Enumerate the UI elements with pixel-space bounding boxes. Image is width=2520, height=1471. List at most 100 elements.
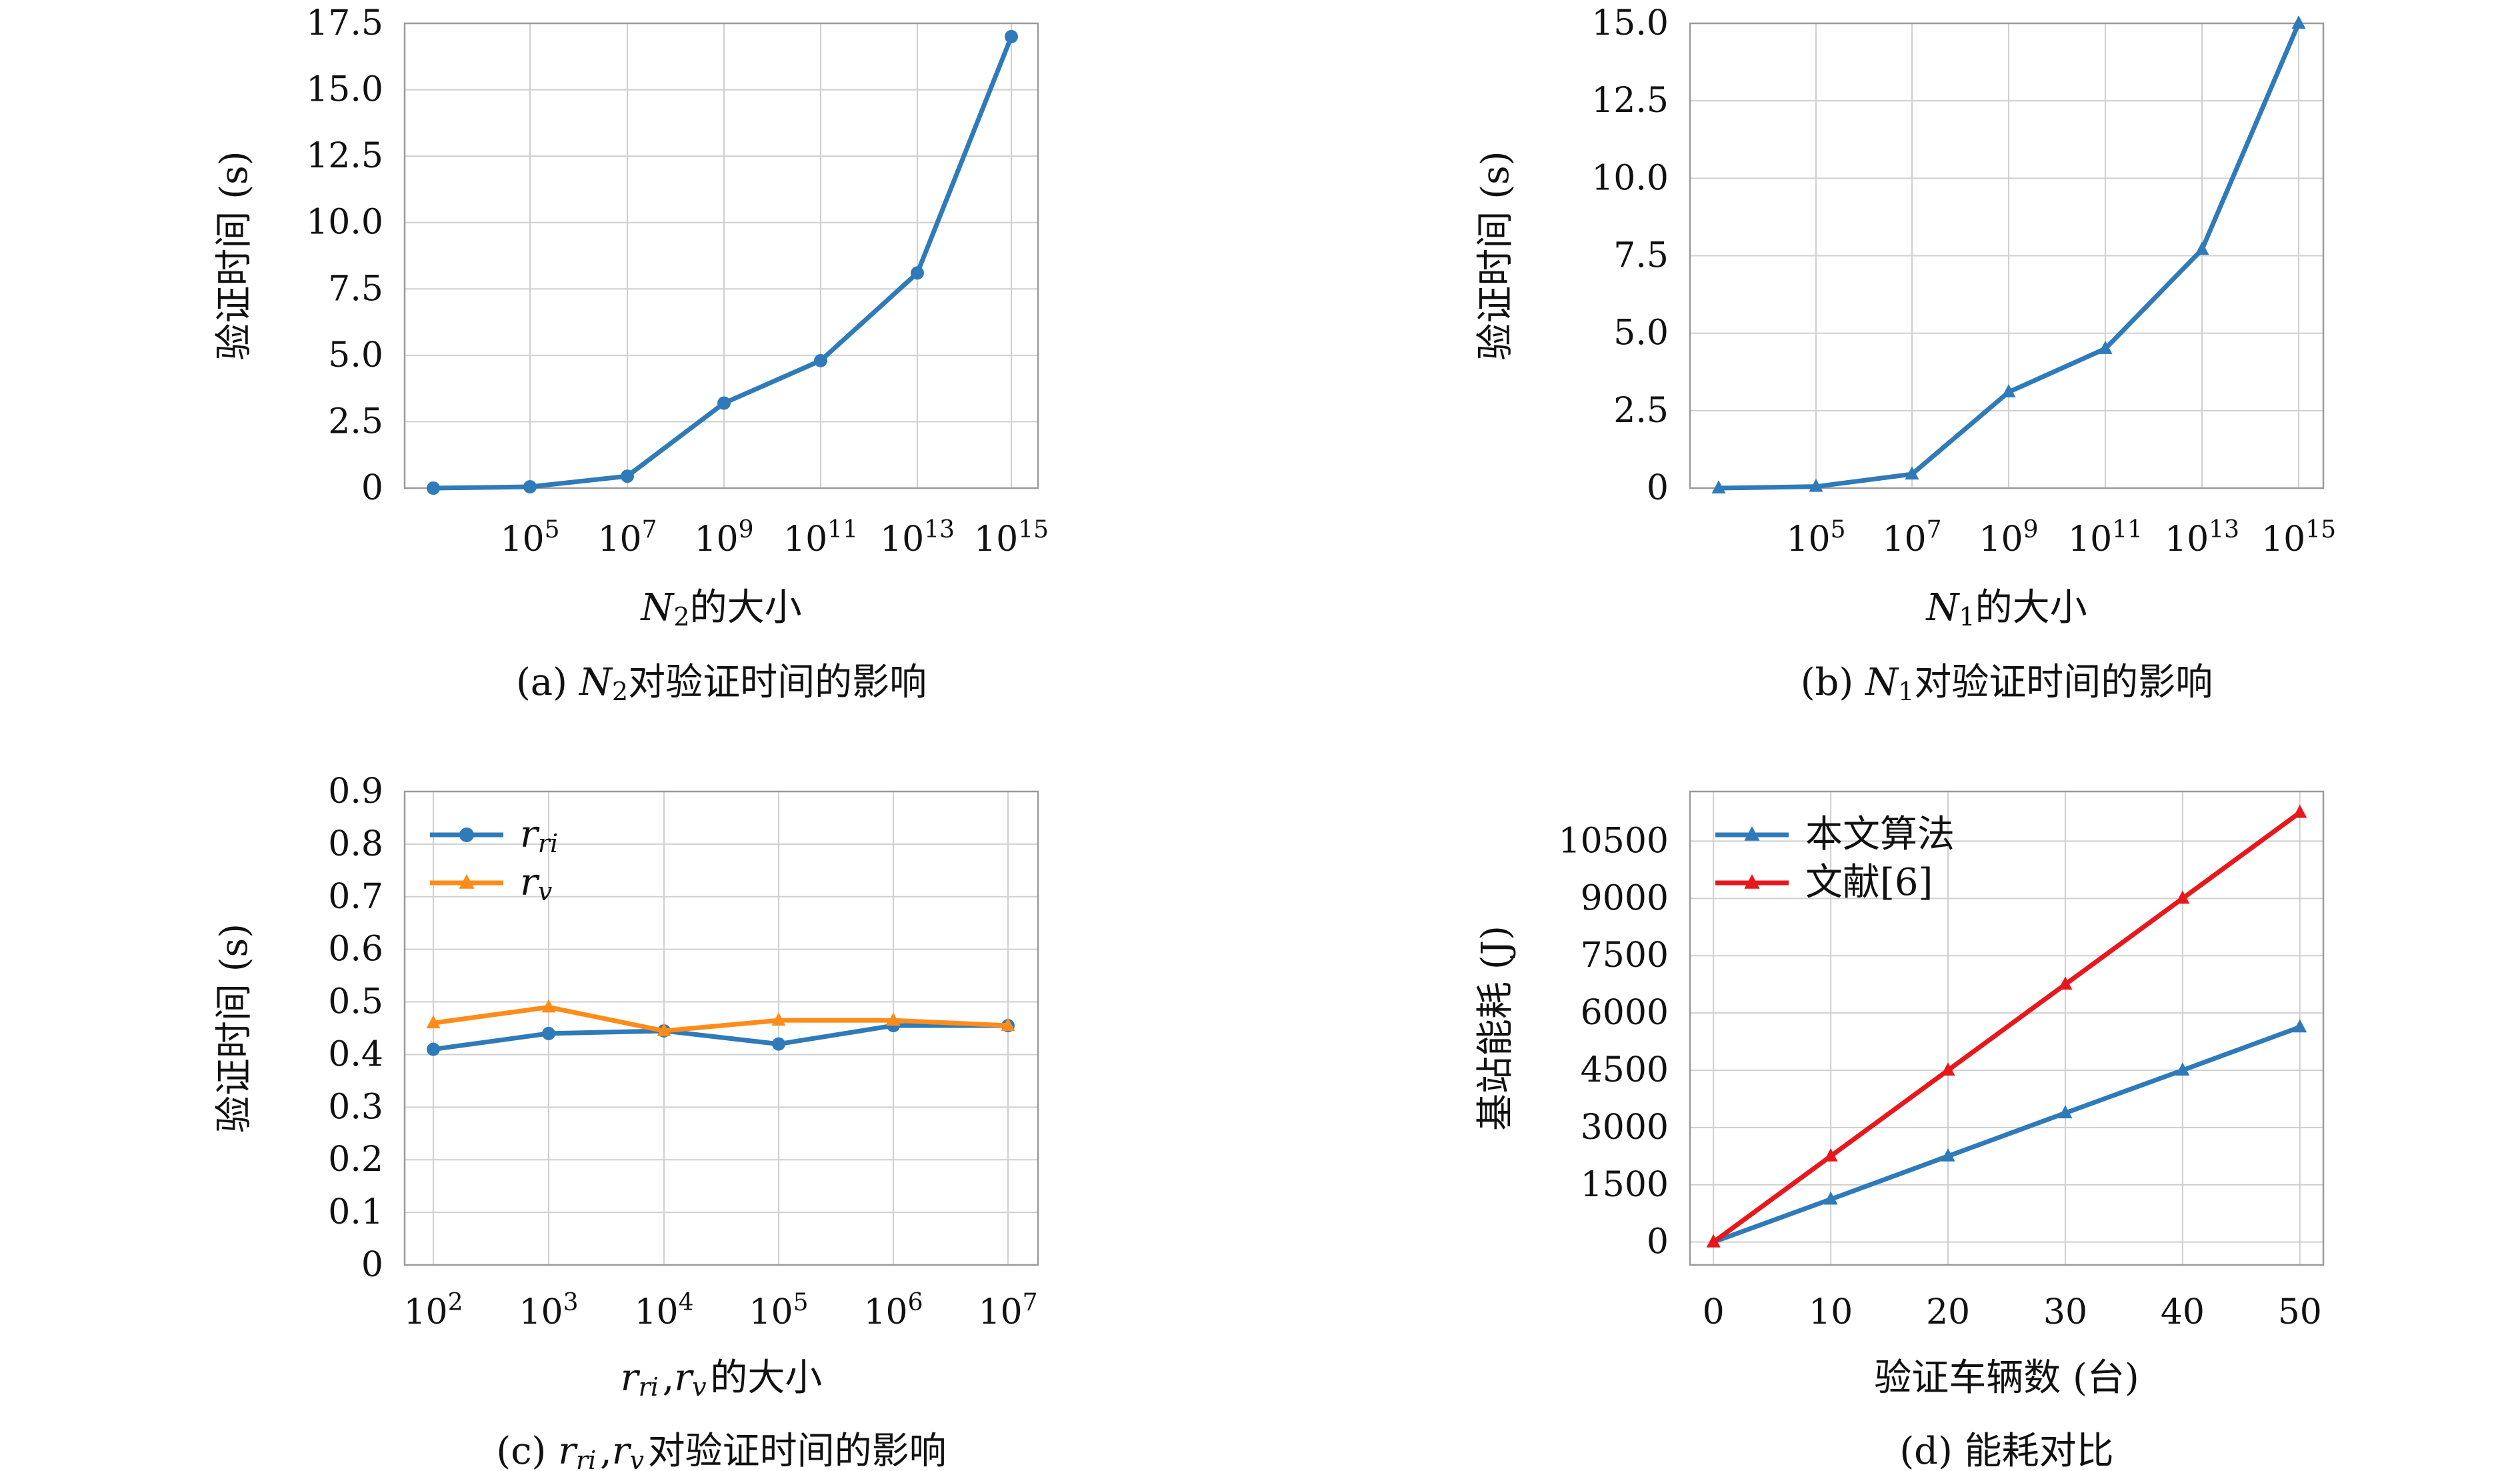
data-point — [523, 480, 537, 494]
x-tick-label: 40 — [2161, 1292, 2205, 1332]
data-point — [717, 396, 731, 410]
x-tick-label: 30 — [2043, 1292, 2087, 1332]
y-tick-label: 0.9 — [328, 772, 383, 812]
data-point — [657, 1023, 671, 1036]
data-point — [1809, 478, 1823, 492]
data-point — [426, 1015, 441, 1029]
chart-c: 0 0.1 0.2 0.3 0.4 0.5 0.6 0.7 0.8 0.9 102 103 104 105… — [213, 772, 1039, 1471]
data-point — [1001, 1018, 1015, 1032]
y-axis-label: 基站能耗 (J) — [1474, 926, 1517, 1131]
y-tick-label: 6000 — [1581, 993, 1669, 1033]
legend-label: rv — [520, 861, 556, 906]
x-tick-label: 1015 — [2261, 516, 2336, 559]
x-tick-label: 103 — [519, 1289, 578, 1332]
plot-frame — [1689, 22, 2325, 489]
data-point — [1941, 1148, 1955, 1162]
chart-caption: (b) N1对验证时间的影响 — [1801, 661, 2213, 706]
x-tick-label: 109 — [694, 516, 753, 559]
y-tick-label: 0 — [361, 1245, 383, 1285]
x-tick-label: 50 — [2278, 1292, 2322, 1332]
y-tick-label: 12.5 — [306, 136, 383, 176]
x-tick-label: 105 — [749, 1289, 808, 1332]
x-tick-label: 109 — [1979, 516, 2038, 559]
chart-a: 0 2.5 5.0 7.5 10.0 12.5 15.0 17.5 105 107 109 1011 1… — [213, 3, 1049, 706]
x-tick-label: 106 — [863, 1289, 923, 1332]
data-point — [1711, 480, 1726, 493]
y-tick-label: 0.5 — [328, 982, 383, 1022]
series-line-1 — [431, 1023, 1011, 1052]
data-point — [2293, 804, 2307, 818]
y-tick-label: 10.0 — [1591, 158, 1669, 198]
y-tick-label: 0.7 — [328, 877, 383, 917]
x-tick-label: 107 — [597, 516, 657, 559]
data-point — [2175, 1062, 2190, 1076]
data-point — [772, 1037, 785, 1051]
series-line-2 — [431, 1004, 1011, 1034]
data-point — [1706, 1234, 1721, 1248]
y-tick-label: 7.5 — [328, 269, 383, 309]
data-point — [2293, 1019, 2307, 1033]
y-tick-label: 3000 — [1581, 1108, 1669, 1148]
data-point — [2058, 1105, 2073, 1119]
y-tick-label: 0.3 — [328, 1087, 383, 1127]
plot-frame — [403, 790, 1039, 1266]
y-tick-label: 0 — [361, 468, 383, 508]
x-tick-label: 1013 — [880, 516, 955, 559]
grid — [1690, 23, 2323, 489]
y-tick-label: 4500 — [1581, 1050, 1669, 1090]
y-tick-label: 0.6 — [328, 930, 383, 970]
chart-caption: (a) N2对验证时间的影响 — [516, 661, 927, 706]
grid — [405, 791, 1038, 1266]
x-tick-label: 102 — [403, 1289, 463, 1332]
y-tick-label: 10.0 — [306, 203, 383, 243]
x-tick-label: 104 — [634, 1289, 693, 1332]
x-tick-label: 1015 — [974, 516, 1049, 559]
x-tick-label: 107 — [978, 1289, 1037, 1332]
data-point — [2058, 976, 2073, 990]
data-point — [1941, 1062, 1955, 1076]
y-tick-label: 10500 — [1559, 821, 1669, 861]
chart-b: 0 2.5 5.0 7.5 10.0 12.5 15.0 105 107 109 1011 1013 1… — [1474, 3, 2336, 706]
y-tick-label: 0.8 — [328, 824, 383, 864]
y-tick-label: 7500 — [1581, 936, 1669, 976]
data-point — [1823, 1191, 1838, 1205]
legend-label: 本文算法 — [1805, 813, 1955, 856]
x-tick-label: 10 — [1809, 1292, 1853, 1332]
x-tick-label: 1013 — [2165, 516, 2239, 559]
data-point — [886, 1012, 901, 1026]
x-tick-label: 1011 — [783, 516, 858, 559]
plot-frame — [1689, 790, 2325, 1266]
y-axis-label: 验证时间 (s) — [1474, 151, 1517, 360]
legend-marker — [1744, 874, 1760, 889]
chart-caption: (c) rri ,rv 对验证时间的影响 — [496, 1430, 946, 1471]
chart-d: 0 1500 3000 4500 6000 7500 9000 10500 0 10 20 30 40 5… — [1474, 790, 2325, 1471]
grid — [1690, 792, 2323, 1265]
legend-label: 文献[6] — [1805, 861, 1933, 904]
data-point — [771, 1012, 786, 1026]
data-point — [2175, 890, 2190, 904]
data-point — [1005, 29, 1018, 43]
data-point — [542, 1026, 555, 1040]
y-tick-label: 7.5 — [1613, 236, 1669, 276]
y-tick-label: 9000 — [1581, 878, 1669, 918]
legend-marker — [1744, 826, 1760, 841]
data-point — [427, 481, 440, 495]
y-tick-label: 0.2 — [328, 1140, 383, 1180]
x-tick-label: 107 — [1882, 516, 1941, 559]
y-axis-label: 验证时间 (s) — [213, 924, 256, 1133]
x-tick-label: 0 — [1703, 1292, 1725, 1332]
chart-caption: (d) 能耗对比 — [1899, 1430, 2113, 1471]
y-tick-label: 0.4 — [328, 1034, 383, 1074]
x-axis-label: N2的大小 — [639, 586, 801, 631]
data-point — [427, 1042, 440, 1056]
y-tick-label: 12.5 — [1591, 81, 1669, 121]
y-tick-label: 2.5 — [328, 401, 383, 441]
x-axis-label: rri ,rv 的大小 — [621, 1356, 822, 1402]
data-point — [1905, 466, 1919, 480]
data-point — [2291, 15, 2306, 29]
legend-marker — [459, 874, 475, 889]
y-tick-label: 15.0 — [306, 70, 383, 110]
y-tick-label: 0.1 — [328, 1192, 383, 1232]
